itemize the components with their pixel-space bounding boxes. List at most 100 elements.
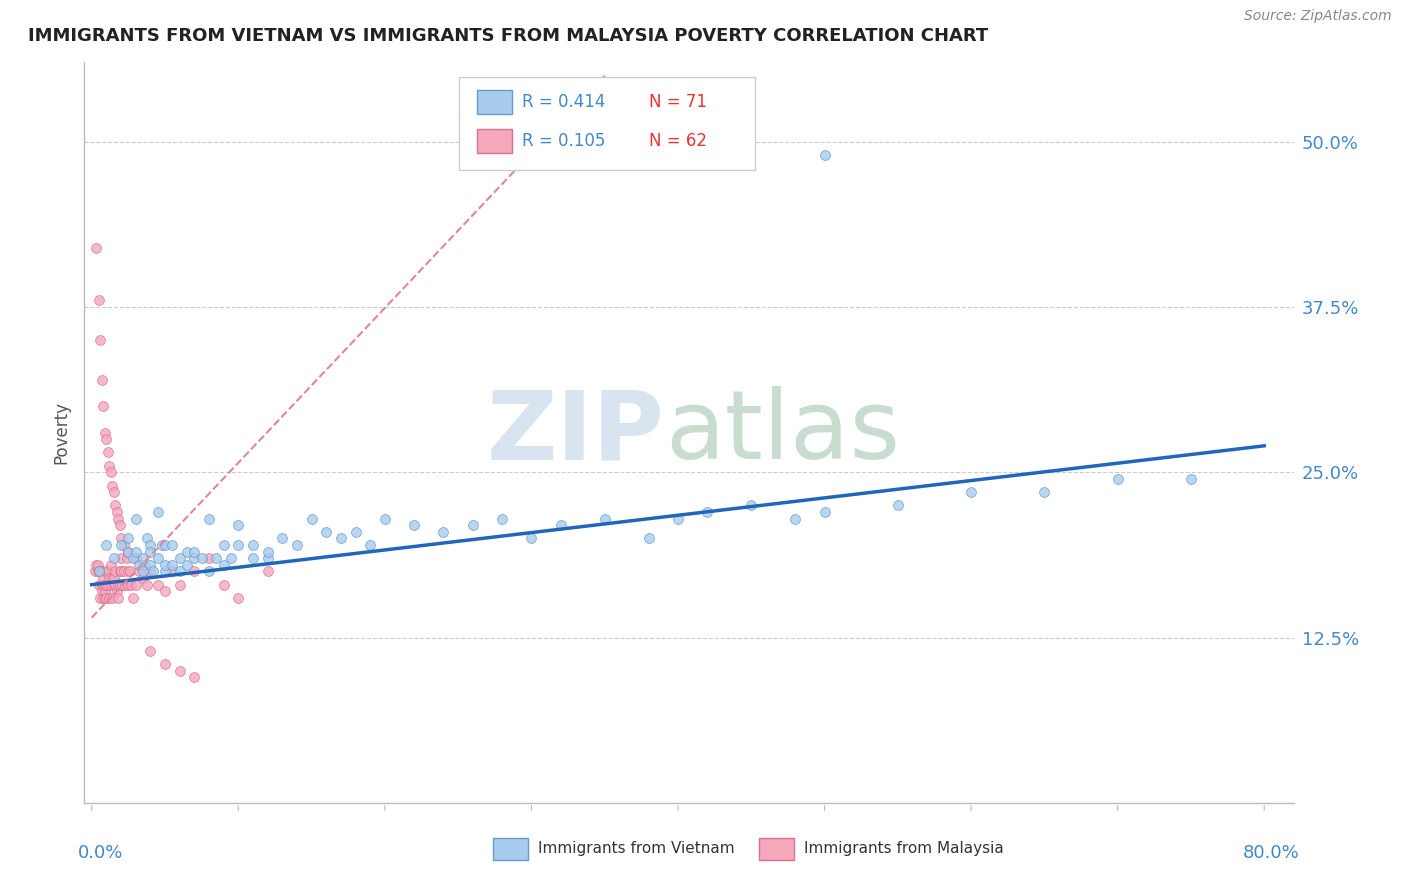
FancyBboxPatch shape — [759, 838, 794, 860]
Point — [550, 518, 572, 533]
Point — [256, 565, 278, 579]
Point — [98, 458, 121, 473]
Text: R = 0.414: R = 0.414 — [522, 93, 606, 111]
Point — [329, 532, 352, 546]
Point — [117, 532, 139, 546]
Point — [128, 558, 150, 572]
Point — [103, 577, 125, 591]
Point — [344, 524, 367, 539]
Point — [117, 544, 139, 558]
Point — [162, 558, 184, 572]
Point — [105, 584, 128, 599]
Point — [285, 538, 308, 552]
Point — [183, 670, 205, 684]
Point — [153, 538, 176, 552]
Point — [101, 591, 124, 605]
Point — [93, 577, 115, 591]
Point — [153, 657, 176, 671]
FancyBboxPatch shape — [460, 78, 755, 169]
Point — [696, 505, 718, 519]
Point — [89, 565, 111, 579]
Point — [89, 333, 111, 347]
Point — [637, 532, 659, 546]
Point — [110, 538, 132, 552]
Text: N = 71: N = 71 — [650, 93, 707, 111]
Point — [142, 565, 165, 579]
Point — [153, 584, 176, 599]
Point — [124, 577, 146, 591]
Point — [226, 538, 249, 552]
Point — [176, 558, 198, 572]
Point — [110, 532, 132, 546]
Point — [212, 538, 235, 552]
Point — [94, 584, 117, 599]
Point — [84, 558, 107, 572]
Point — [83, 565, 105, 579]
Point — [91, 565, 114, 579]
Point — [96, 565, 118, 579]
Point — [136, 577, 159, 591]
Text: 80.0%: 80.0% — [1243, 844, 1299, 862]
Point — [120, 577, 142, 591]
Text: ZIP: ZIP — [486, 386, 665, 479]
Point — [226, 591, 249, 605]
Point — [96, 577, 118, 591]
Point — [432, 524, 454, 539]
Point — [198, 551, 221, 566]
Point — [87, 565, 110, 579]
Point — [1180, 472, 1202, 486]
Point — [1107, 472, 1129, 486]
FancyBboxPatch shape — [494, 838, 529, 860]
Point — [374, 511, 396, 525]
Point — [359, 538, 381, 552]
Point — [97, 565, 120, 579]
FancyBboxPatch shape — [478, 129, 512, 153]
Point — [404, 518, 426, 533]
Point — [176, 544, 198, 558]
Point — [91, 584, 114, 599]
Point — [115, 551, 138, 566]
Point — [813, 148, 835, 162]
Point — [101, 478, 124, 492]
Point — [169, 565, 191, 579]
Point — [121, 551, 143, 566]
Point — [110, 565, 132, 579]
Point — [107, 511, 129, 525]
Point — [87, 293, 110, 308]
Point — [86, 565, 108, 579]
Point — [212, 577, 235, 591]
Point — [94, 577, 117, 591]
Point — [271, 532, 294, 546]
Point — [1033, 485, 1056, 500]
Text: Source: ZipAtlas.com: Source: ZipAtlas.com — [1244, 9, 1392, 23]
Point — [205, 551, 228, 566]
Text: Immigrants from Vietnam: Immigrants from Vietnam — [538, 841, 734, 856]
Point — [93, 399, 115, 413]
Point — [219, 551, 242, 566]
Point — [107, 577, 129, 591]
Point — [100, 558, 122, 572]
Point — [183, 551, 205, 566]
Point — [146, 505, 169, 519]
FancyBboxPatch shape — [478, 90, 512, 113]
Point — [139, 565, 162, 579]
Text: atlas: atlas — [665, 386, 900, 479]
Point — [153, 558, 176, 572]
Point — [169, 577, 191, 591]
Point — [461, 518, 484, 533]
Point — [110, 551, 132, 566]
Point — [114, 577, 136, 591]
Point — [301, 511, 323, 525]
Point — [97, 577, 120, 591]
Point — [112, 538, 135, 552]
Point — [100, 465, 122, 479]
Point — [108, 577, 131, 591]
Text: R = 0.105: R = 0.105 — [522, 132, 606, 150]
Point — [132, 551, 155, 566]
Point — [139, 544, 162, 558]
Point — [256, 544, 278, 558]
Point — [226, 518, 249, 533]
Point — [212, 558, 235, 572]
Point — [96, 591, 118, 605]
Point — [103, 485, 125, 500]
